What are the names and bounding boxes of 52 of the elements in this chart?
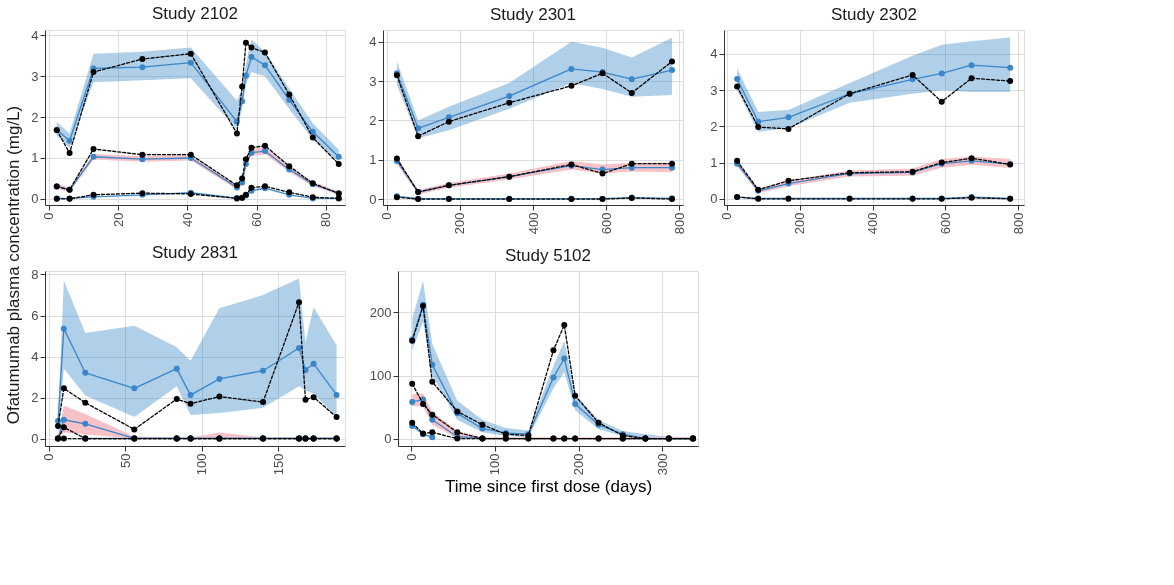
x-tick-label: 0: [403, 453, 419, 461]
y-tick-label: 2: [710, 118, 718, 134]
y-tick-label: 4: [31, 349, 39, 365]
y-tick-label: 2: [31, 390, 39, 406]
chart-title: Study 2301: [489, 5, 577, 24]
y-tick-label: 0: [31, 431, 39, 447]
x-tick-label: 400: [865, 212, 881, 235]
x-tick-label: 20: [110, 212, 126, 227]
y-tick-label: 2: [369, 112, 377, 128]
x-tick-label: 100: [194, 453, 210, 476]
x-tick-label: 600: [598, 212, 614, 235]
chart-title: Study 2831: [151, 243, 239, 263]
x-tick-label: 50: [117, 453, 133, 468]
y-tick-label: 4: [710, 46, 718, 62]
y-tick-label: 3: [369, 73, 377, 89]
x-tick-label: 0: [41, 453, 57, 461]
x-tick-label: 400: [525, 212, 541, 235]
chart-title: Study 2102: [151, 4, 239, 24]
y-tick-label: 3: [710, 82, 718, 98]
x-tick-label: 60: [249, 212, 265, 227]
x-tick-label: 800: [1010, 212, 1026, 235]
x-axis-title: Time since first dose (days): [444, 477, 653, 497]
y-tick-label: 0: [31, 191, 39, 207]
y-tick-label: 2: [31, 109, 39, 125]
x-tick-label: 200: [571, 453, 586, 476]
x-tick-label: 80: [318, 212, 334, 227]
chart-title: Study 2302: [830, 5, 918, 24]
x-tick-label: 200: [452, 212, 468, 235]
y-tick-label: 100: [369, 368, 392, 384]
x-tick-label: 100: [487, 453, 503, 476]
x-tick-label: 300: [654, 453, 670, 476]
x-tick-label: 200: [792, 212, 808, 235]
chart-title: Study 5102: [504, 246, 592, 265]
y-tick-label: 0: [384, 431, 392, 447]
y-tick-label: 8: [31, 266, 39, 282]
x-tick-label: 600: [937, 212, 953, 235]
y-tick-label: 200: [369, 304, 392, 320]
x-tick-label: 40: [179, 212, 195, 227]
y-axis-title: Ofatumumab plasma concentration (mg/L): [4, 105, 23, 425]
y-tick-label: 6: [31, 308, 39, 324]
y-tick-label: 4: [31, 27, 39, 43]
y-tick-label: 1: [31, 150, 39, 166]
y-tick-label: 0: [369, 191, 377, 207]
x-tick-label: 800: [671, 212, 687, 235]
y-tick-label: 0: [710, 191, 718, 207]
y-tick-label: 1: [369, 152, 377, 168]
x-tick-label: 0: [719, 212, 735, 220]
x-tick-label: 0: [41, 212, 57, 220]
y-tick-label: 1: [710, 155, 718, 171]
y-tick-label: 3: [31, 68, 39, 84]
x-tick-label: 150: [270, 453, 286, 476]
y-tick-label: 4: [369, 34, 377, 50]
